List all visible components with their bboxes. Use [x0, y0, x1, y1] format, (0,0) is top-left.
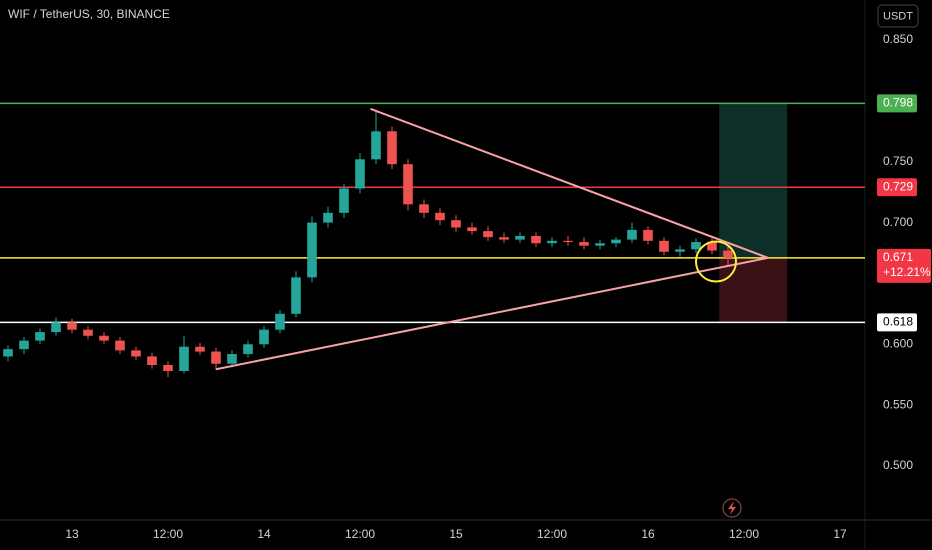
candle-body — [515, 235, 525, 240]
candle-body — [579, 242, 589, 246]
icon-ring[interactable] — [722, 498, 742, 518]
candle-body — [275, 313, 285, 330]
change-label: +12.21% — [883, 265, 931, 279]
candle-body — [707, 242, 717, 251]
trendline — [370, 107, 769, 259]
candle-body — [531, 235, 541, 244]
candle-body — [227, 354, 237, 364]
candle-body — [259, 329, 269, 345]
candle-body — [723, 250, 733, 258]
candle-body — [419, 204, 429, 213]
y-tick-label: 0.700 — [883, 215, 913, 229]
candle-body — [147, 356, 157, 365]
level-label-box — [877, 178, 917, 197]
candle-body — [307, 222, 317, 278]
candle-body — [483, 231, 493, 238]
highlight-circle — [695, 240, 737, 283]
candle-body — [83, 329, 93, 336]
candle-body — [179, 346, 189, 372]
candle-body — [355, 159, 365, 189]
candle-body — [435, 212, 445, 221]
x-tick-label: 12:00 — [153, 527, 183, 541]
profit-zone — [719, 103, 788, 258]
candle-body — [67, 322, 77, 330]
candle-body — [451, 220, 461, 228]
y-tick-label: 0.600 — [883, 336, 913, 350]
candle-body — [99, 335, 109, 341]
candle-body — [691, 242, 701, 250]
x-tick-label: 17 — [833, 527, 847, 541]
x-tick-label: 12:00 — [345, 527, 375, 541]
x-tick-label: 13 — [65, 527, 79, 541]
candle-body — [243, 344, 253, 355]
candle-body — [675, 249, 685, 252]
icon-bolt[interactable] — [728, 501, 736, 515]
replay-icon[interactable] — [722, 498, 742, 518]
y-tick-label: 0.850 — [883, 32, 913, 46]
candle-body — [611, 239, 621, 244]
x-tick-label: 12:00 — [537, 527, 567, 541]
candle-body — [291, 277, 301, 314]
candle-body — [659, 240, 669, 252]
trendline — [215, 256, 769, 371]
candle-body — [387, 131, 397, 165]
candle-body — [211, 351, 221, 364]
candle-body — [467, 227, 477, 232]
candle-body — [323, 212, 333, 223]
currency-button[interactable] — [877, 4, 919, 28]
candle-body — [643, 229, 653, 241]
level-label: 0.671 — [883, 250, 913, 264]
candle-body — [131, 350, 141, 357]
x-tick-label: 15 — [449, 527, 463, 541]
x-tick-label: 14 — [257, 527, 271, 541]
level-label: 0.798 — [883, 95, 913, 109]
candle-body — [163, 364, 173, 372]
chart-title: WIF / TetherUS, 30, BINANCE — [8, 7, 170, 21]
level-label: 0.729 — [883, 179, 913, 193]
candle-body — [51, 322, 61, 333]
candle-body — [499, 237, 509, 240]
candle-body — [627, 229, 637, 240]
level-label-box — [877, 248, 931, 283]
candle-body — [3, 349, 13, 357]
candle-body — [35, 332, 45, 341]
level-label-box — [877, 313, 917, 332]
candle-body — [563, 240, 573, 243]
candle-body — [195, 346, 205, 352]
candle-body — [115, 340, 125, 351]
candle-body — [371, 131, 381, 160]
y-tick-label: 0.550 — [883, 397, 913, 411]
candle-body — [547, 240, 557, 244]
candle-body — [339, 188, 349, 213]
loss-zone — [719, 257, 788, 323]
candle-body — [403, 164, 413, 205]
candle-body — [595, 243, 605, 246]
level-label: 0.618 — [883, 315, 913, 329]
level-label-box — [877, 94, 917, 113]
candle-body — [19, 340, 29, 350]
y-tick-label: 0.500 — [883, 458, 913, 472]
y-tick-label: 0.750 — [883, 154, 913, 168]
x-tick-label: 16 — [641, 527, 655, 541]
x-tick-label: 12:00 — [729, 527, 759, 541]
currency-label[interactable]: USDT — [883, 10, 913, 22]
